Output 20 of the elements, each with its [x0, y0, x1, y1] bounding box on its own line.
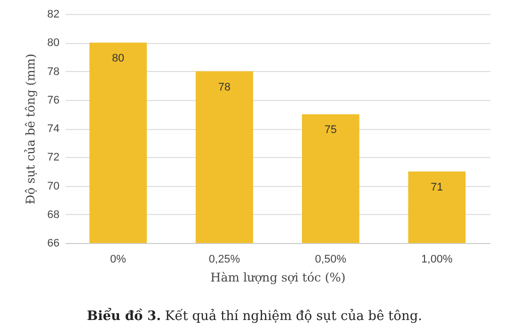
x-tick-label: 0,25%: [208, 254, 240, 266]
y-tick-label: 66: [47, 238, 60, 250]
y-tick-label: 70: [47, 180, 60, 192]
x-tick-label: 0,50%: [315, 254, 346, 266]
text: Biểu đồ 3. Kết quả thí nghiệm độ sụt của bê tông.: [86, 309, 424, 324]
data-label: 75: [324, 124, 337, 136]
x-tick-label: 0%: [110, 254, 126, 266]
y-axis-title: Độ sụt của bê tông (mm): [23, 54, 38, 204]
y-tick-label: 76: [47, 94, 60, 106]
y-tick-label: 82: [47, 8, 60, 20]
y-tick-label: 72: [47, 152, 60, 164]
y-tick-label: 80: [47, 37, 60, 50]
y-tick-label: 78: [47, 66, 60, 78]
y-tick-label: 74: [47, 123, 60, 135]
x-tick-label: 1,00%: [421, 254, 453, 266]
data-label: 78: [218, 81, 230, 94]
data-label: 80: [112, 52, 124, 65]
data-label: 71: [430, 181, 443, 194]
x-axis-title: Hàm lượng sợi tóc (%): [210, 270, 346, 284]
y-tick-label: 68: [47, 208, 60, 221]
